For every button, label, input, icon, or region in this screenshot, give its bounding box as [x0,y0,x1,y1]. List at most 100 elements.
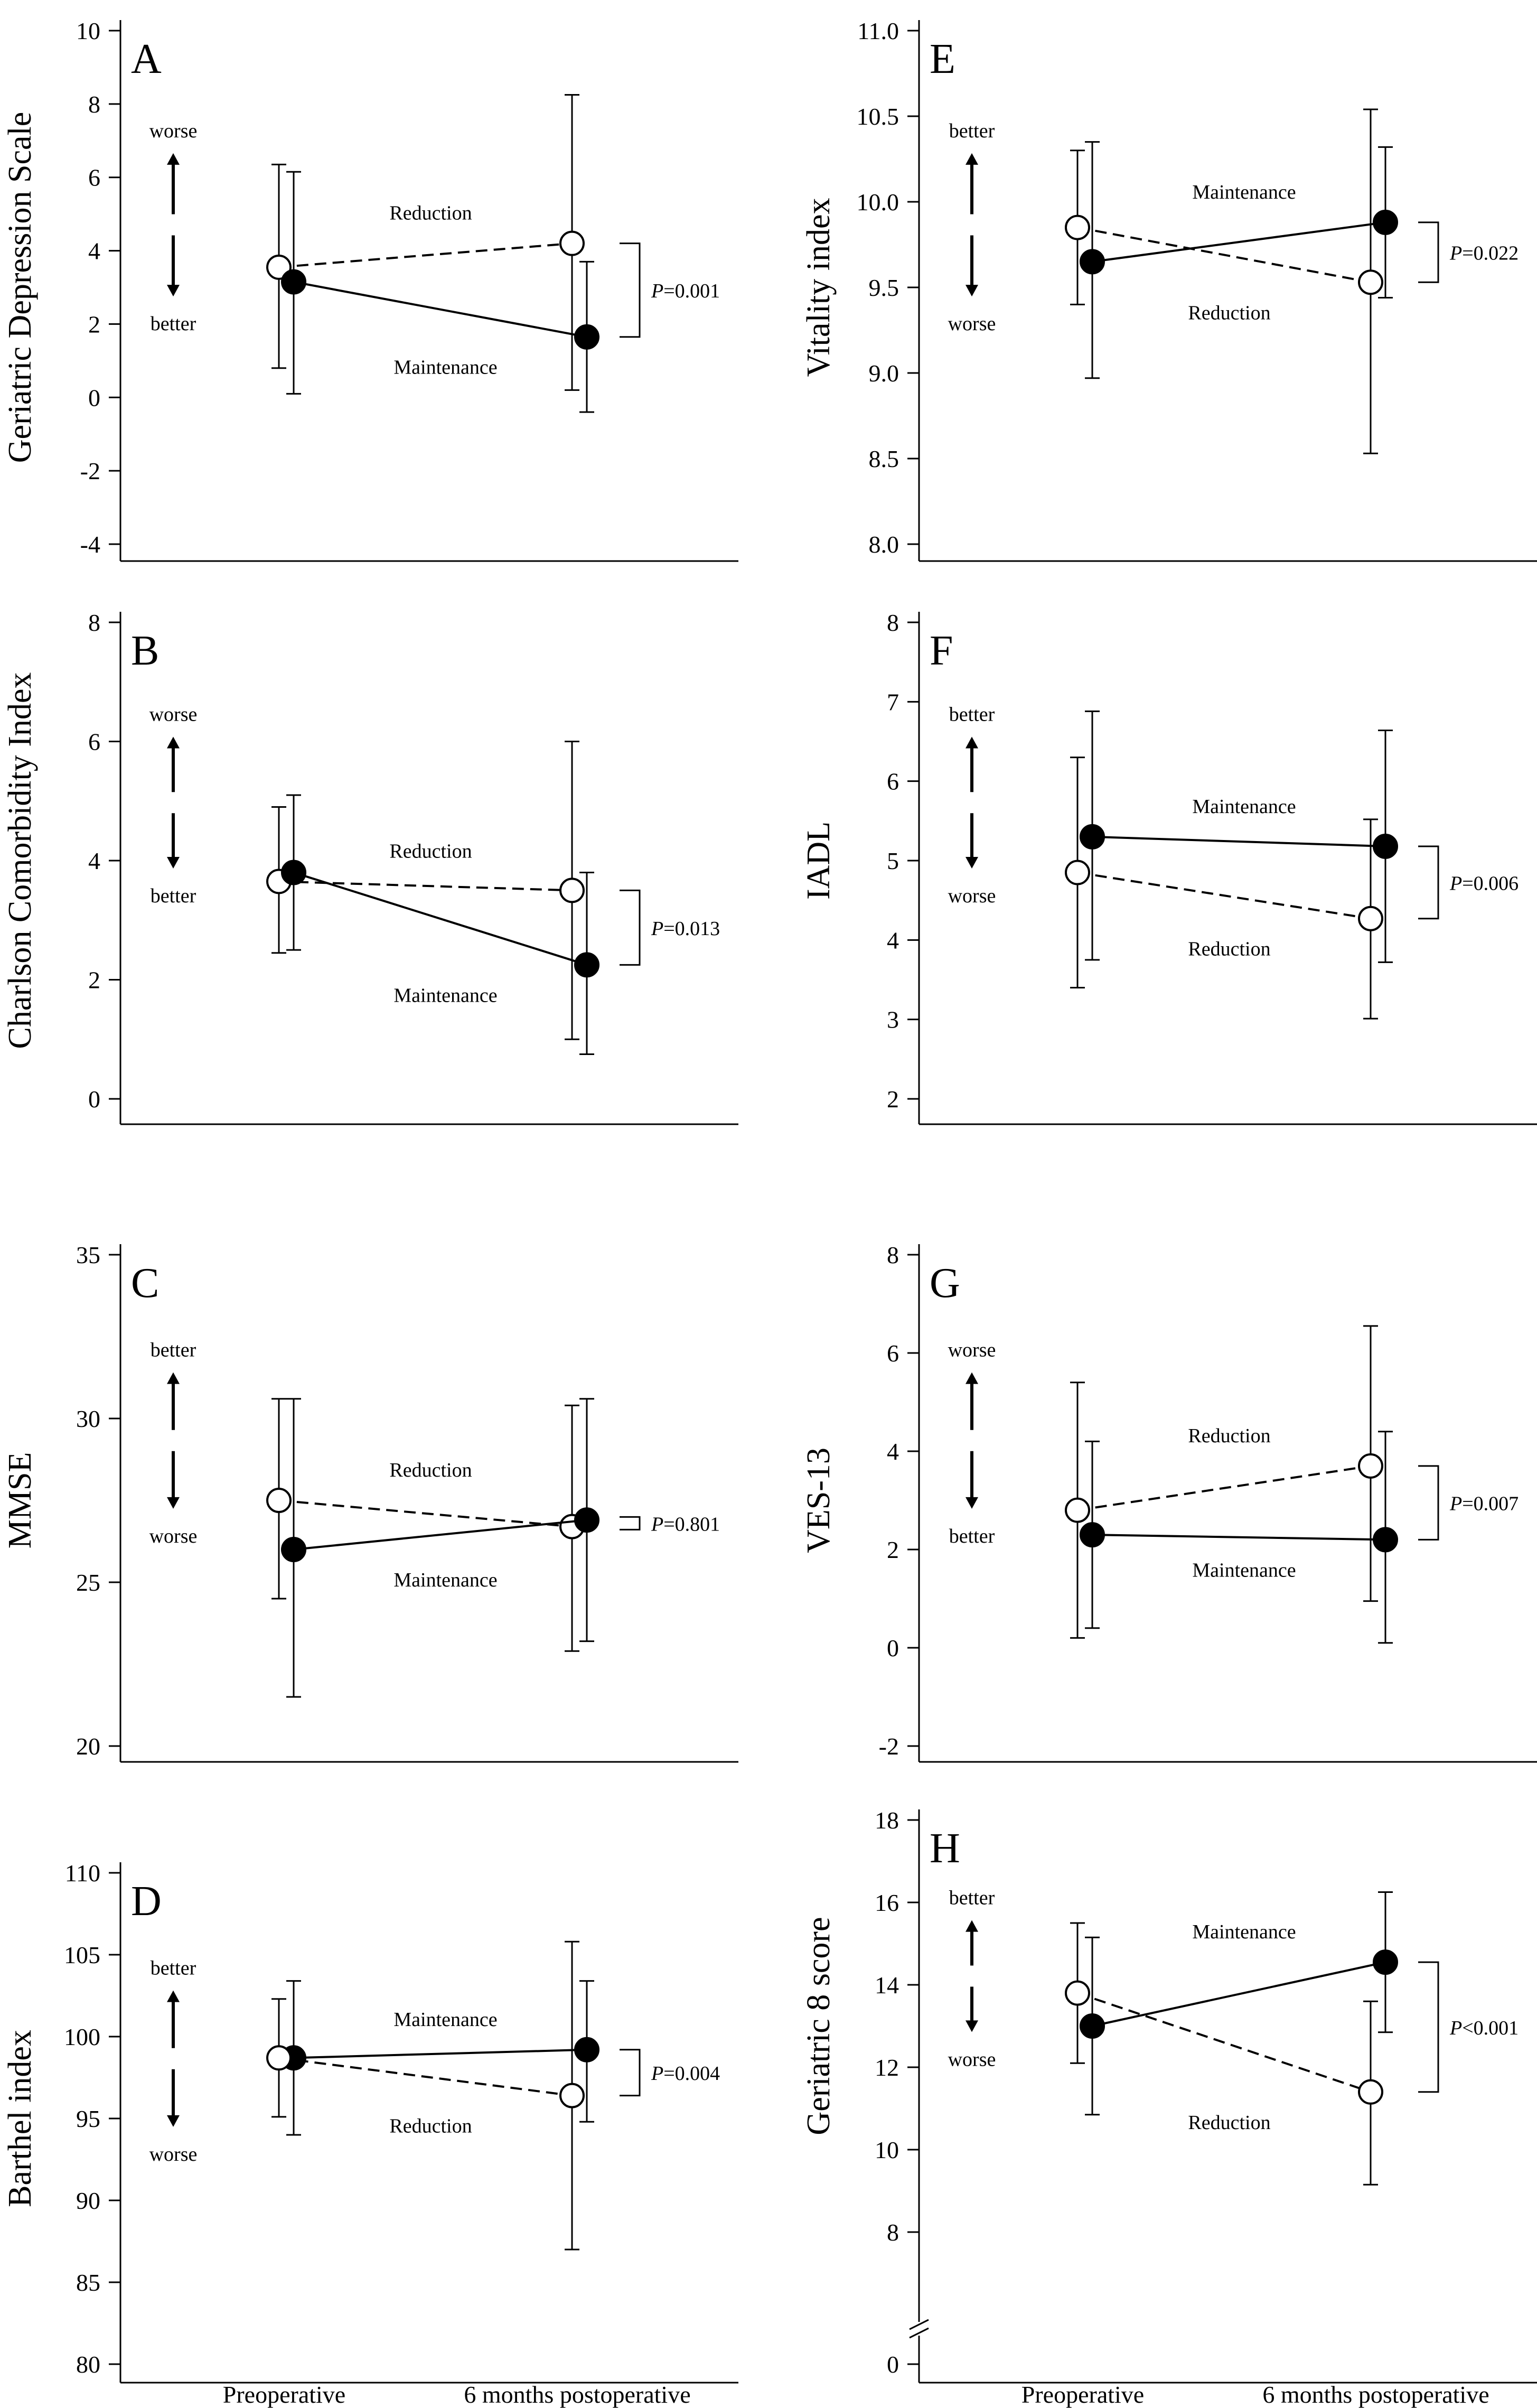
panel-letter: B [131,628,159,674]
direction-bottom-label: worse [948,313,996,335]
series-maintenance [1080,710,1398,963]
series-label: Reduction [1188,938,1270,960]
data-point [574,2037,599,2062]
y-tick-label: 6 [887,1340,899,1367]
series-line [1092,221,1386,263]
direction-arrow-down [966,2020,978,2032]
y-tick-label: 6 [88,729,100,755]
series-label: Maintenance [1192,796,1296,818]
data-point [1373,1949,1398,1975]
direction-arrow-up [966,153,978,165]
y-tick-label: -4 [80,531,100,558]
direction-arrow-up [966,736,978,749]
direction-bottom-label: worse [149,2143,198,2166]
series-line [293,281,587,338]
y-tick-label: 11.0 [857,17,899,44]
p-value-bracket [620,1516,641,1530]
direction-arrow-up [167,153,180,165]
direction-bottom-label: worse [149,1525,198,1547]
x-category-label: Preoperative [1021,2381,1144,2408]
series-label: Maintenance [1192,1559,1296,1581]
series-line [1092,1961,1386,2027]
y-tick-label: 18 [875,1807,899,1834]
y-axis-title: Barthel index [2,2030,38,2207]
series-maintenance [281,1980,599,2136]
y-tick-label: 16 [875,1889,899,1916]
series-label: Reduction [1188,302,1270,324]
direction-arrow-down [167,857,180,869]
series-maintenance [1080,1431,1398,1644]
direction-arrow-up [167,1372,180,1384]
y-axis-title: VES-13 [801,1448,837,1553]
p-value-number: =0.013 [663,918,720,940]
y-axis-title: MMSE [2,1452,38,1549]
y-tick-label: 4 [887,1438,899,1465]
y-tick-label: 35 [76,1242,100,1268]
p-value-text: P=0.004 [651,2062,720,2085]
data-point [1358,269,1383,295]
data-point [1080,824,1105,850]
panel-letter: C [131,1260,159,1306]
direction-arrow-down [167,1497,180,1509]
direction-top-label: worse [149,703,198,725]
y-tick-label: 8 [88,609,100,636]
direction-arrow-down [966,1497,978,1509]
data-point [266,1488,292,1513]
direction-bottom-label: better [151,885,196,907]
data-point [1358,2079,1383,2105]
series-maintenance [281,171,599,413]
y-tick-label: 5 [887,847,899,874]
series-line [293,871,587,966]
direction-bottom-label: worse [948,885,996,907]
p-value-symbol: P [1449,1493,1462,1515]
y-tick-label: 8.5 [869,445,899,472]
y-tick-label: 8 [88,91,100,118]
p-value-symbol: P [651,918,663,940]
data-point [1373,833,1398,859]
y-tick-label: 8 [887,2219,899,2246]
data-point [559,2083,585,2108]
y-axis-title: Charlson Comorbidity Index [2,673,38,1049]
y-tick-label: 105 [64,1942,100,1968]
direction-arrow-up [966,1372,978,1384]
p-value-symbol: P [1449,872,1462,894]
y-tick-label: 110 [65,1860,100,1887]
x-axis-labels: Preoperative 6 months postoperative Preope… [223,2381,1489,2408]
p-value-bracket [1418,1465,1439,1541]
y-tick-label: 10.0 [857,189,899,216]
direction-arrow-down [167,285,180,297]
series-label: Reduction [389,1459,472,1481]
p-value-text: P=0.006 [1449,872,1519,894]
series-reduction [1065,108,1383,454]
data-point [574,952,599,978]
direction-arrow-up [966,1920,978,1932]
y-axis-title: IADL [801,822,837,900]
series-label: Maintenance [1192,1921,1296,1943]
series-label: Maintenance [393,357,497,379]
y-tick-label: 0 [88,1086,100,1113]
series-label: Maintenance [393,2009,497,2031]
y-tick-label: 95 [76,2105,100,2132]
y-tick-label: 8.0 [869,531,899,558]
y-axis-title: Geriatric Depression Scale [2,112,38,463]
direction-bottom-label: better [151,313,196,335]
y-tick-label: 12 [875,2054,899,2081]
p-value-number: =0.007 [1462,1493,1519,1515]
direction-top-label: worse [948,1339,996,1361]
data-point [1080,249,1105,275]
panel-a: -4 -2 0 2 4 6 8 10 Geriatric Depression Scale Awo… [2,17,738,562]
series-line [1077,226,1371,284]
series-reduction [1065,1922,1383,2186]
p-value-bracket [620,889,641,966]
data-point [281,1537,306,1562]
series-maintenance [1080,1891,1398,2116]
y-tick-label: 6 [88,164,100,191]
data-point [1080,2013,1105,2039]
axis-break-mark [909,2327,929,2339]
series-line [293,1519,587,1551]
x-category-label: 6 months postoperative [464,2381,690,2408]
